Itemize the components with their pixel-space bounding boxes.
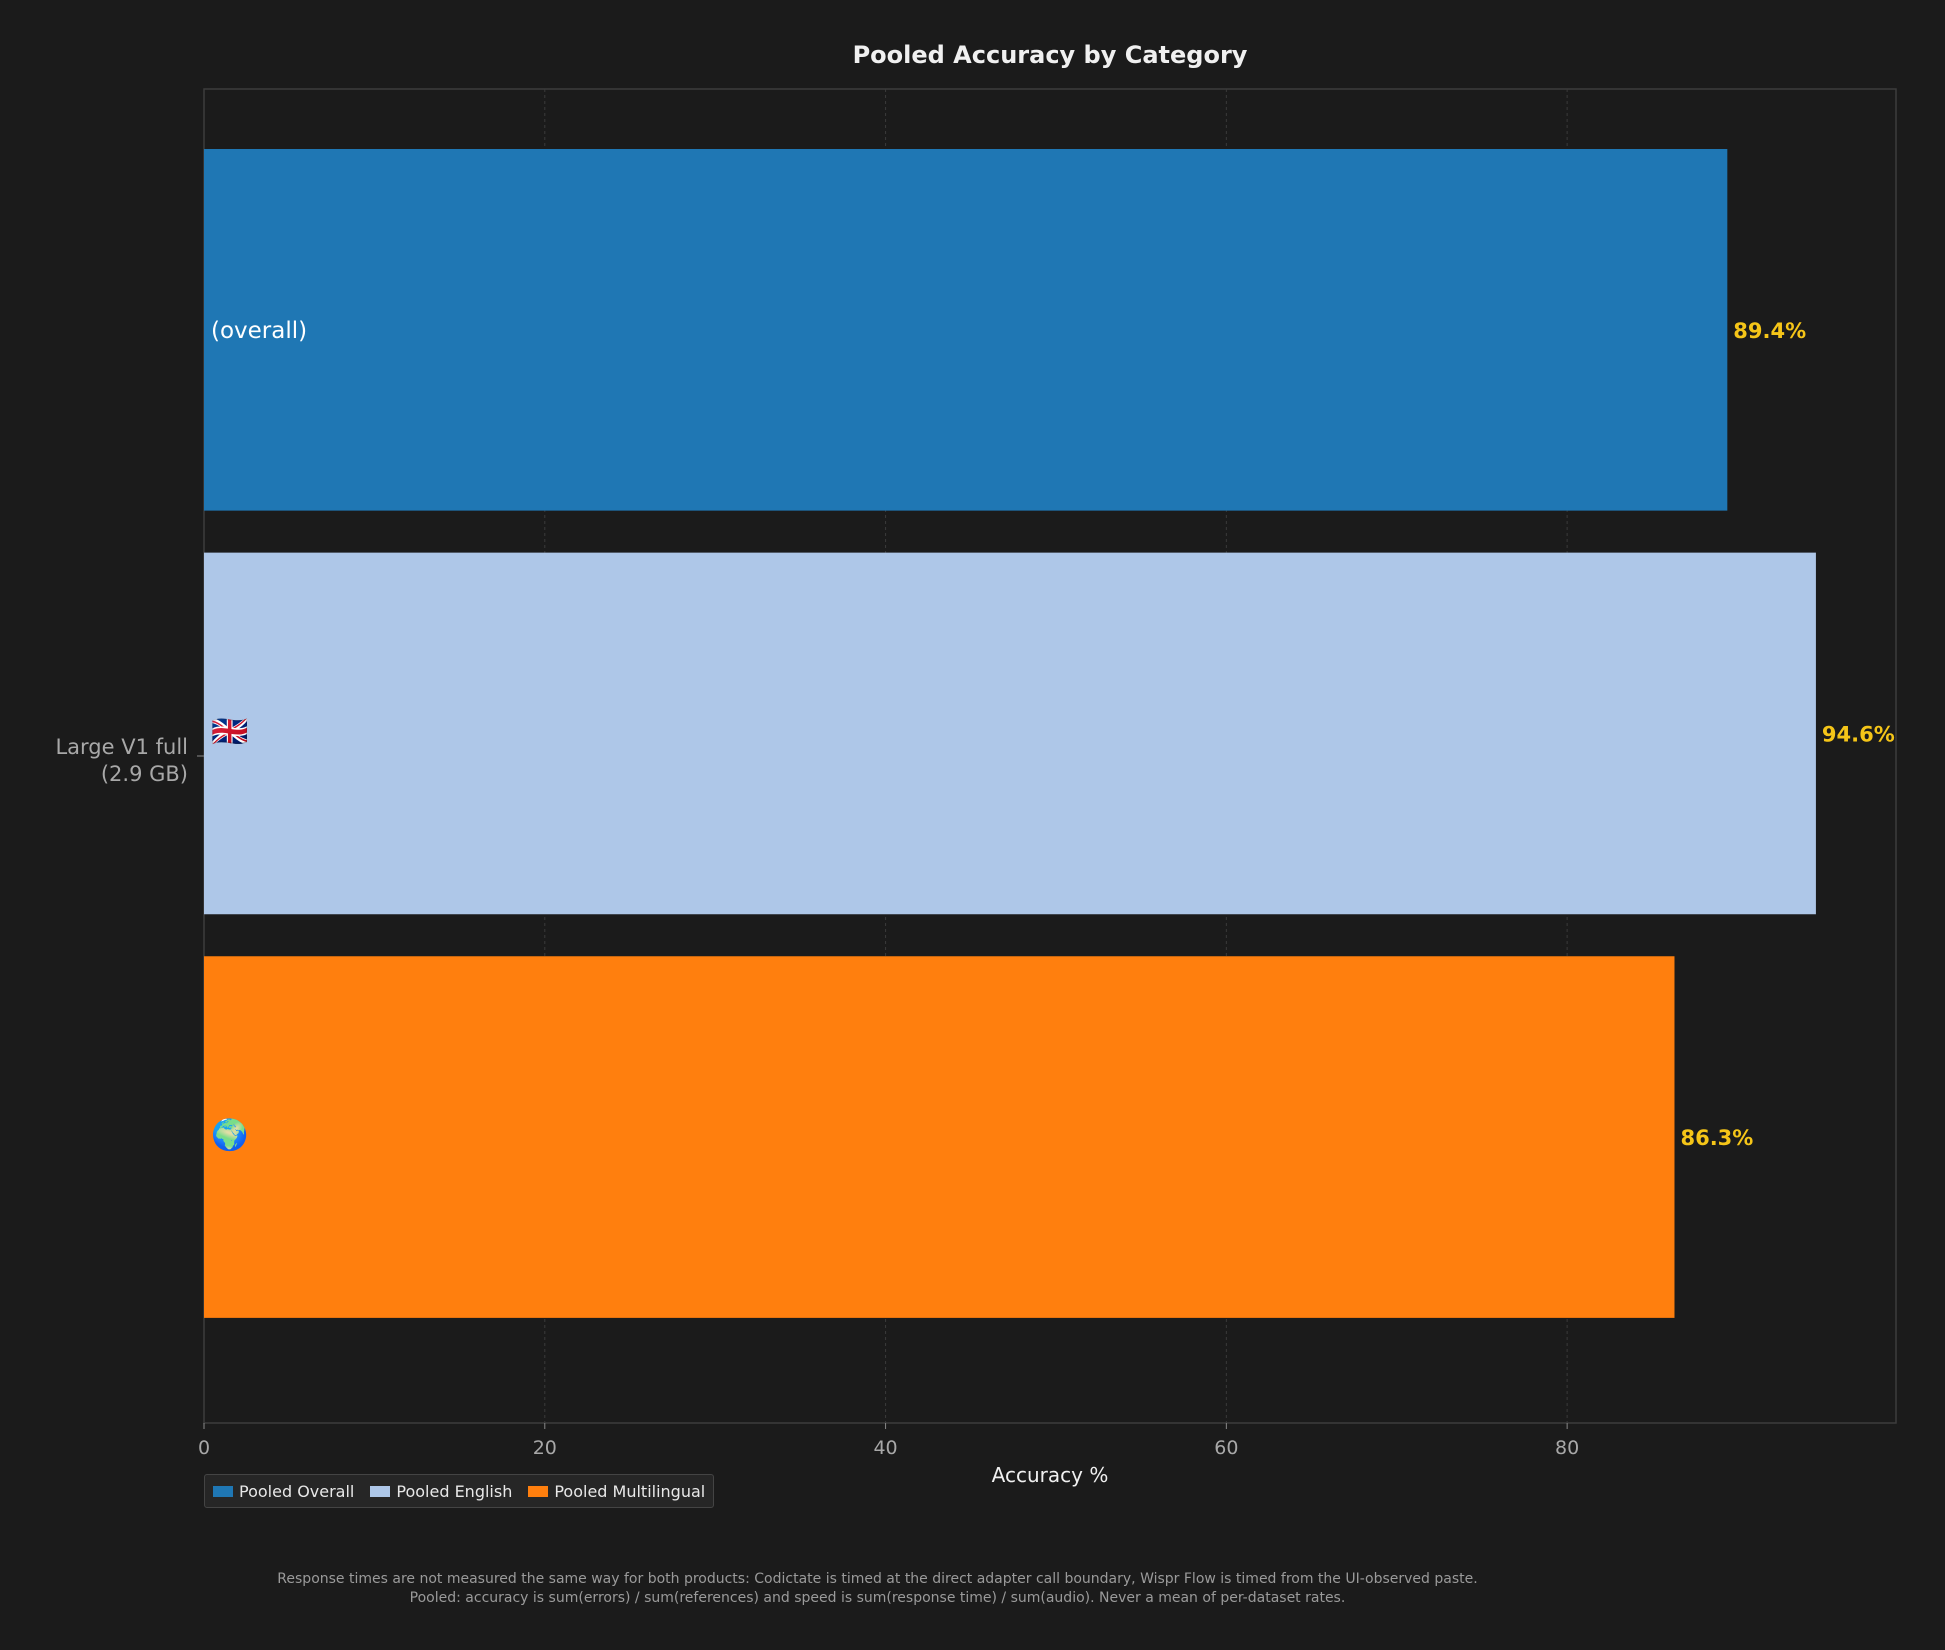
bar-inner-label: 🌍 [211,1117,248,1153]
legend-label-english: Pooled English [396,1481,513,1501]
legend-label-overall: Pooled Overall [239,1481,355,1501]
x-tick-label: 20 [533,1437,557,1459]
legend-item-english: Pooled English [370,1482,512,1501]
data-label: 89.4% [1733,319,1806,343]
bars: (overall) 89.4% 🇬🇧 94.6% 🌍 86.3% [204,149,1895,1318]
x-axis-ticks: 0 20 40 60 80 [198,1423,1579,1459]
legend-swatch-overall [213,1485,233,1497]
legend-swatch-english [370,1485,391,1497]
data-label: 94.6% [1822,722,1895,746]
footnote-line-1: Response times are not measured the same… [277,1571,1478,1587]
legend-item-overall: Pooled Overall [213,1482,354,1501]
x-tick-label: 40 [873,1437,897,1459]
x-tick-label: 80 [1555,1437,1579,1459]
legend-swatch-multilingual [528,1485,549,1497]
category-label-sub: (2.9 GB) [101,762,188,786]
x-axis-label: Accuracy % [992,1463,1109,1487]
legend-label-multilingual: Pooled Multilingual [554,1481,706,1501]
bar [204,956,1675,1318]
legend-item-multilingual: Pooled Multilingual [528,1482,705,1501]
bar-inner-label: (overall) [211,318,307,344]
bar-inner-label: 🇬🇧 [211,714,248,749]
x-tick-label: 0 [198,1437,210,1459]
bar [204,149,1728,511]
data-label: 86.3% [1680,1126,1753,1150]
x-tick-label: 60 [1214,1437,1238,1459]
legend: Pooled Overall Pooled English Pooled Mul… [204,1474,715,1508]
footnote-line-2: Pooled: accuracy is sum(errors) / sum(re… [409,1590,1346,1606]
bar [204,552,1816,915]
chart-title: Pooled Accuracy by Category [853,41,1248,69]
category-label: Large V1 full [55,735,188,759]
